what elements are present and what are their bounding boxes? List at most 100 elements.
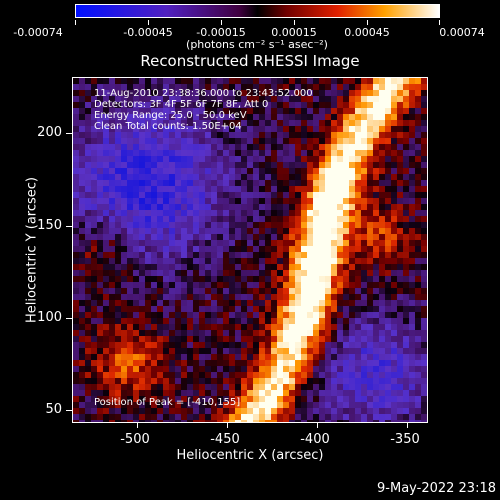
heatmap-cell [91,168,97,174]
heatmap-cell [169,312,175,318]
heatmap-cell [139,384,145,390]
heatmap-cell [217,420,223,422]
heatmap-cell [295,126,301,132]
heatmap-cell [199,132,205,138]
heatmap-cell [247,378,253,384]
heatmap-cell [397,402,403,408]
heatmap-cell [349,150,355,156]
heatmap-cell [169,288,175,294]
heatmap-cell [349,276,355,282]
heatmap-cell [277,162,283,168]
heatmap-cell [241,246,247,252]
heatmap-cell [307,120,313,126]
heatmap-cell [319,198,325,204]
heatmap-cell [163,300,169,306]
heatmap-cell [421,252,427,258]
heatmap-cell [175,276,181,282]
heatmap-cell [295,294,301,300]
heatmap-cell [205,138,211,144]
heatmap-cell [253,198,259,204]
heatmap-cell [223,144,229,150]
heatmap-cell [157,108,163,114]
colorbar-tick-label: -0.00045 [123,26,173,39]
heatmap-cell [115,270,121,276]
heatmap-cell [385,120,391,126]
heatmap-cell [79,150,85,156]
heatmap-cell [253,306,259,312]
heatmap-cell [199,108,205,114]
heatmap-cell [295,342,301,348]
heatmap-cell [283,168,289,174]
heatmap-cell [415,372,421,378]
heatmap-cell [397,96,403,102]
heatmap-cell [319,222,325,228]
heatmap-cell [367,366,373,372]
y-axis-label: Heliocentric Y (arcsec) [24,177,40,323]
heatmap-cell [139,270,145,276]
heatmap-cell [211,288,217,294]
heatmap-cell [355,114,361,120]
heatmap-cell [277,420,283,422]
heatmap-cell [283,342,289,348]
heatmap-cell [223,300,229,306]
heatmap-cell [289,420,295,422]
heatmap-cell [91,84,97,90]
heatmap-cell [325,150,331,156]
heatmap-cell [193,414,199,420]
heatmap-cell [385,378,391,384]
heatmap-cell [361,396,367,402]
heatmap-cell [181,192,187,198]
heatmap-cell [247,96,253,102]
heatmap-cell [247,222,253,228]
heatmap-cell [79,264,85,270]
heatmap-cell [205,234,211,240]
heatmap-cell [253,270,259,276]
heatmap-cell [127,144,133,150]
heatmap-cell [391,246,397,252]
heatmap-cell [301,174,307,180]
heatmap-cell [85,150,91,156]
heatmap-cell [379,312,385,318]
heatmap-cell [193,330,199,336]
heatmap-cell [289,156,295,162]
heatmap-cell [73,192,79,198]
heatmap-cell [283,378,289,384]
heatmap-cell [193,276,199,282]
heatmap-cell [181,198,187,204]
heatmap-cell [97,252,103,258]
heatmap-cell [133,192,139,198]
heatmap-cell [187,204,193,210]
heatmap-cell [199,348,205,354]
heatmap-cell [349,126,355,132]
heatmap-cell [253,222,259,228]
heatmap-cell [115,186,121,192]
heatmap-cell [325,240,331,246]
heatmap-cell [325,168,331,174]
heatmap-cell [325,96,331,102]
heatmap-cell [319,108,325,114]
heatmap-cell [103,282,109,288]
heatmap-cell [175,126,181,132]
heatmap-cell [319,420,325,422]
heatmap-cell [199,168,205,174]
heatmap-cell [193,264,199,270]
heatmap-cell [175,300,181,306]
heatmap-cell [415,306,421,312]
heatmap-cell [127,258,133,264]
heatmap-cell [349,396,355,402]
heatmap-cell [205,354,211,360]
heatmap-cell [307,420,313,422]
heatmap-cell [163,366,169,372]
heatmap-cell [415,198,421,204]
heatmap-cell [175,336,181,342]
heatmap-cell [181,306,187,312]
energy-range-text: Energy Range: 25.0 - 50.0 keV [94,110,247,121]
heatmap-cell [115,282,121,288]
heatmap-cell [73,288,79,294]
heatmap-cell [175,270,181,276]
heatmap-cell [85,198,91,204]
heatmap-cell [139,258,145,264]
heatmap-cell [181,162,187,168]
heatmap-cell [121,144,127,150]
heatmap-cell [271,420,277,422]
